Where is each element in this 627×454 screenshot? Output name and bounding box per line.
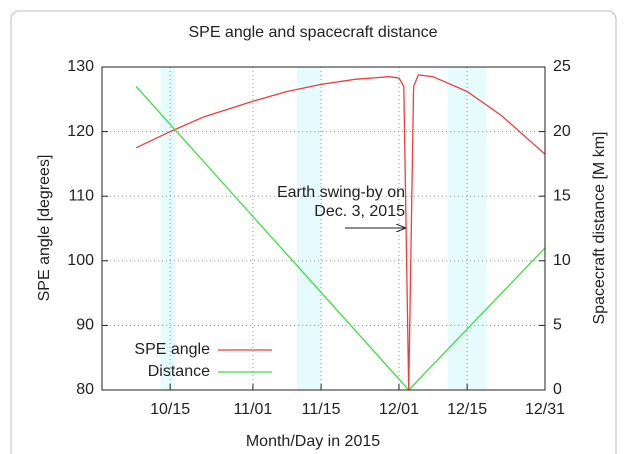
y2-tick-label: 15 [553, 187, 571, 204]
x-axis-label: Month/Day in 2015 [246, 433, 380, 450]
y2-tick-label: 20 [553, 123, 571, 140]
x-tick-label: 12/01 [379, 401, 419, 418]
x-tick-label: 11/01 [233, 401, 272, 418]
y2-tick-label: 5 [553, 317, 562, 334]
y2-tick-label: 25 [553, 58, 571, 75]
y-tick-label: 90 [76, 317, 94, 334]
y2-axis-label: Spacecraft distance [M km] [591, 132, 608, 325]
y2-tick-label: 10 [553, 252, 571, 269]
x-tick-label: 12/31 [525, 401, 565, 418]
legend: SPE angle Distance [134, 341, 272, 380]
bands [160, 67, 487, 390]
legend-label: SPE angle [134, 341, 210, 358]
y-tick-label: 130 [67, 58, 94, 75]
shaded-band [160, 67, 176, 390]
series-line [135, 74, 546, 391]
plot-frame [101, 66, 546, 391]
x-tick-label: 10/15 [150, 401, 190, 418]
annotation: Dec. 3, 2015 [314, 203, 405, 220]
x-tick-label: 12/15 [447, 401, 487, 418]
x-tick-label: 11/15 [302, 401, 341, 418]
y-axis-label: SPE angle [degrees] [36, 155, 53, 302]
legend-label: Distance [148, 363, 210, 380]
chart-title: SPE angle and spacecraft distance [188, 24, 437, 41]
grid: 80 90 100 110 120 130 0 5 10 15 20 25 10/15 11/01 11/1… [67, 58, 571, 418]
shaded-band [447, 67, 487, 390]
y-tick-label: 120 [67, 123, 94, 140]
y-tick-label: 80 [76, 381, 94, 398]
shaded-band [296, 67, 322, 390]
y-tick-label: 100 [67, 252, 94, 269]
frame [10, 10, 617, 454]
annotation: Earth swing-by on [277, 184, 405, 201]
y2-tick-label: 0 [553, 381, 562, 398]
y-tick-label: 110 [68, 187, 94, 204]
